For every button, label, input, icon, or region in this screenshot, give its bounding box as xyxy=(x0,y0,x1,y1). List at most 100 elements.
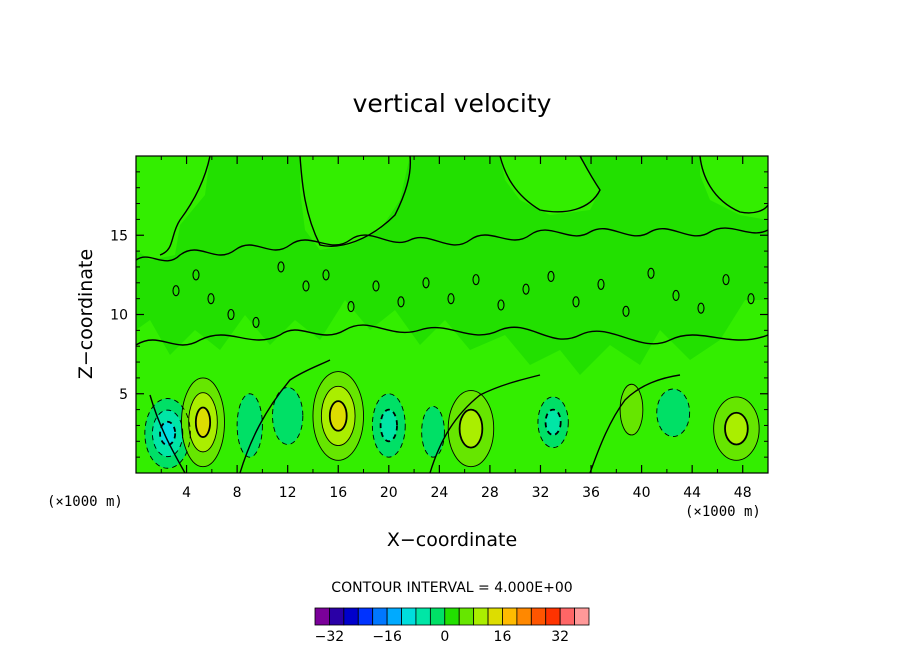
contour-blob xyxy=(172,285,180,297)
contour-ring xyxy=(144,398,191,469)
contour-ring xyxy=(544,408,562,436)
colorbar-swatch xyxy=(473,607,489,626)
contour-blob xyxy=(773,313,779,323)
colorbar-tick-label: 0 xyxy=(440,629,449,645)
colorbar-swatch xyxy=(429,607,446,626)
contour-line xyxy=(589,374,681,473)
contour-rings xyxy=(144,261,854,469)
colorbar-swatch xyxy=(559,607,575,626)
colorbar-tick-label: −32 xyxy=(315,629,345,645)
contour-line xyxy=(699,156,768,214)
contour-blob xyxy=(227,308,235,321)
x-tick-label: 12 xyxy=(279,485,297,501)
x-units-right: (×1000 m) xyxy=(685,504,761,520)
contour-cell xyxy=(380,409,398,442)
contour-ring xyxy=(272,386,304,445)
contour-blob xyxy=(823,287,829,297)
x-tick-label: 20 xyxy=(380,485,398,501)
contour-cell xyxy=(421,406,445,458)
contour-blob xyxy=(497,299,505,311)
y-axis-label: Z−coordinate xyxy=(75,249,97,379)
contour-ring xyxy=(724,411,749,446)
contour-ring xyxy=(713,396,760,461)
contour-blob xyxy=(192,269,200,281)
colorbar-swatch xyxy=(314,607,330,626)
colorbar-swatch xyxy=(502,607,518,626)
contour-line xyxy=(136,227,768,262)
contour-blob xyxy=(252,316,260,328)
contour-blob xyxy=(397,296,405,308)
contour-ring xyxy=(656,388,691,437)
colorbar-swatch xyxy=(545,607,561,626)
contour-cell xyxy=(329,401,347,431)
colorbar-ticks: −32 −16 0 16 32 xyxy=(315,629,569,645)
colorbar-swatch xyxy=(386,607,402,626)
contour-ring xyxy=(236,393,263,458)
contour-blob xyxy=(622,305,630,317)
contour-blob xyxy=(372,280,380,292)
colorbar-tick-label: −16 xyxy=(372,629,402,645)
contour-blob xyxy=(472,274,480,286)
contour-blob xyxy=(422,277,430,289)
upper-region-band-2 xyxy=(136,156,768,260)
contour-blob xyxy=(597,278,605,290)
contour-ring xyxy=(619,383,644,436)
contour-ring xyxy=(151,409,184,458)
x-tick-label: 32 xyxy=(532,485,550,501)
contour-ring xyxy=(188,392,218,453)
colorbar-swatch xyxy=(329,607,345,626)
contour-ring xyxy=(537,396,569,449)
contour-ring xyxy=(181,377,225,468)
colorbar-swatch xyxy=(357,607,374,626)
y-tick-label: 5 xyxy=(119,387,128,403)
contour-blob xyxy=(647,267,655,279)
colorbar-tick-label: 32 xyxy=(551,629,569,645)
x-tick-label: 24 xyxy=(430,485,448,501)
contour-ring xyxy=(458,408,484,449)
y-axis: 5 10 15 xyxy=(110,171,768,458)
contour-line xyxy=(149,394,186,473)
contour-line xyxy=(136,324,768,346)
contour-ring xyxy=(371,393,406,458)
colorbar-swatch xyxy=(415,607,431,626)
y-tick-label: 15 xyxy=(110,228,128,244)
contour-cells xyxy=(144,371,760,469)
x-units-left: (×1000 m) xyxy=(47,494,123,510)
contour-cell xyxy=(620,384,643,435)
colorbar-swatch xyxy=(372,607,388,626)
contour-blob xyxy=(848,306,854,316)
contour-ring xyxy=(320,385,356,446)
contour-line xyxy=(299,156,412,247)
contour-field xyxy=(136,156,854,473)
contour-blob xyxy=(672,289,680,302)
contour-blob xyxy=(572,296,580,308)
contour-blob xyxy=(547,270,555,283)
chart-title: vertical velocity xyxy=(353,89,552,118)
x-axis: 4 8 12 16 20 24 28 32 36 40 44 48 xyxy=(160,156,752,501)
contour-cell xyxy=(656,388,690,437)
colorbar-swatch xyxy=(487,607,503,626)
contour-blob xyxy=(302,280,310,292)
upper-region-band xyxy=(136,156,768,375)
contour-cell xyxy=(160,421,176,445)
contour-blob xyxy=(207,293,215,305)
contour-ring xyxy=(194,406,212,438)
contour-blob xyxy=(522,283,530,295)
x-tick-label: 44 xyxy=(683,485,701,501)
contour-cell xyxy=(272,387,303,445)
x-tick-label: 36 xyxy=(582,485,600,501)
colorbar-swatch xyxy=(574,607,590,626)
colorbar xyxy=(314,607,590,626)
x-tick-label: 4 xyxy=(182,485,191,501)
colorbar-swatch xyxy=(530,607,547,626)
contour-ring xyxy=(447,390,495,468)
contour-blob xyxy=(697,302,705,314)
contour-ring xyxy=(328,400,348,432)
contour-cell xyxy=(545,409,561,435)
colorbar-swatch xyxy=(401,607,417,626)
contour-lines xyxy=(136,156,768,473)
y-tick-label: 10 xyxy=(110,308,128,324)
colorbar-swatch xyxy=(343,607,359,626)
contour-cell xyxy=(195,407,211,438)
